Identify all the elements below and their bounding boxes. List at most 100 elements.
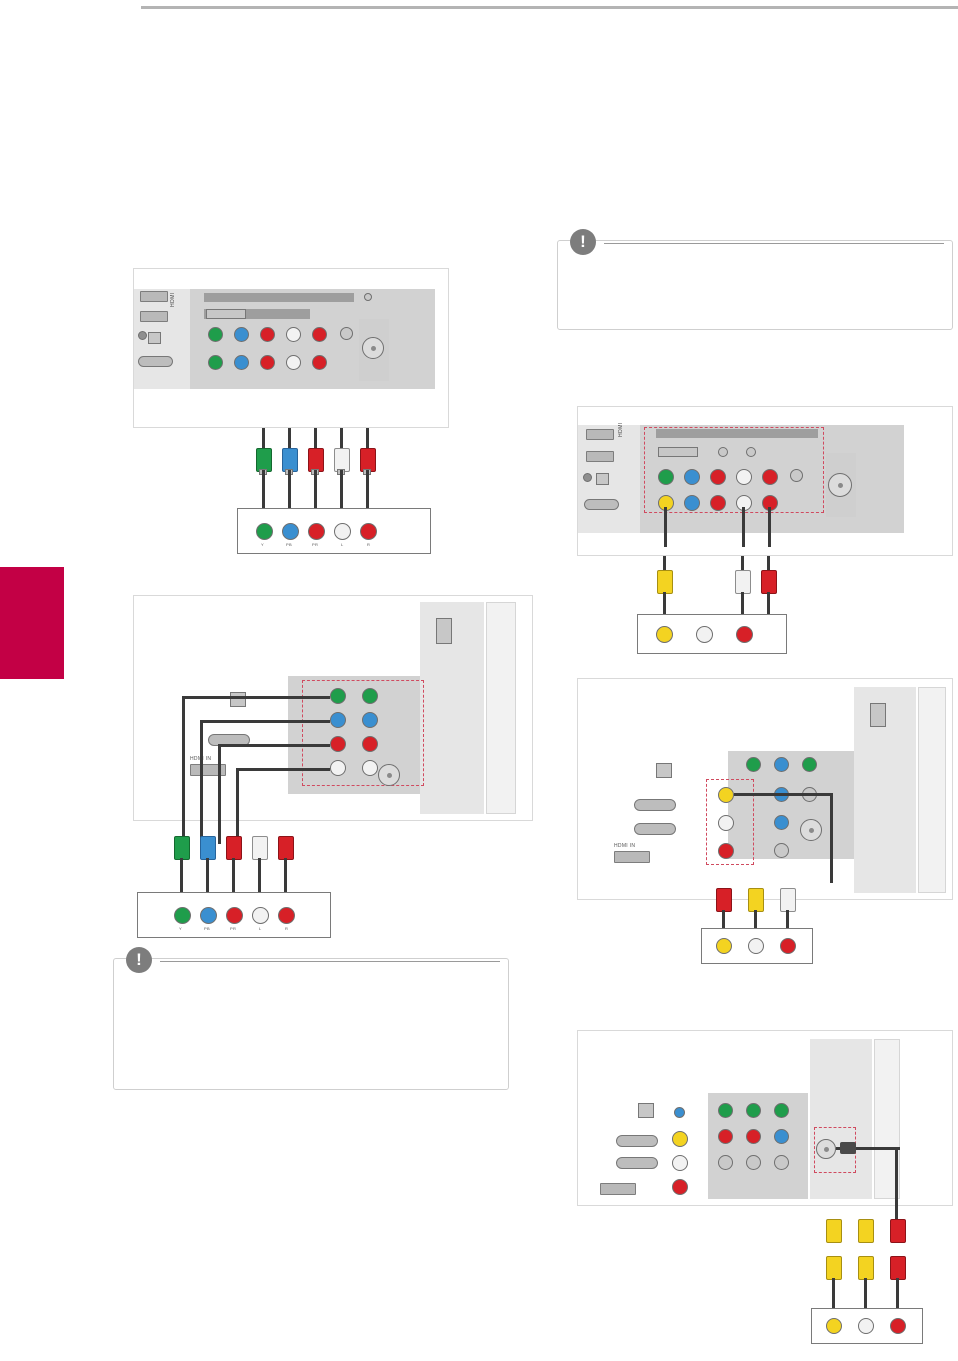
note-bullet-icon: ! [126,947,152,973]
side2-hdmi-label: HDMI IN [614,843,636,849]
hdmi-port-1 [140,291,168,302]
component-pr-port [260,327,275,342]
av5-grey-port [718,1155,733,1170]
av-red-port-3 [710,495,726,511]
device2-r-label: R [285,926,289,931]
av-blue-port-2 [684,495,700,511]
diagram-av-minijack-panel [577,1030,953,1206]
device2-pb-port [200,907,217,924]
note-bullet-icon-2: ! [570,229,596,255]
side-pb-port-2 [362,712,378,728]
av5-green-port-3 [774,1103,789,1118]
rgb-audio-port-2 [718,447,728,457]
component-highlight [302,680,424,786]
avin-highlight [644,427,824,513]
av5-l-port [672,1155,688,1171]
note-left-bottom: ! [113,947,509,1090]
av5-blue-port-2 [774,1129,789,1144]
av-aux-port [790,469,803,482]
side-l-port [330,760,346,776]
device3-video-port [656,626,673,643]
side-pb-port [330,712,346,728]
device-pb-port [282,523,299,540]
av-red-port-2 [762,469,778,485]
audio-l-port [286,327,301,342]
chapter-side-tab [0,567,64,679]
device3-r-port [736,626,753,643]
device-r-port [360,523,377,540]
headphone-port [138,331,147,340]
note-right-top: ! [557,229,953,330]
av-white-port [736,469,752,485]
device2-y-port [174,907,191,924]
header-rule [141,6,958,9]
device4-video-port [716,938,732,954]
device3-l-port [696,626,713,643]
component-y-port [208,327,223,342]
rgb-in-port [206,309,246,319]
av5-green-port-2 [746,1103,761,1118]
device2-r-port [278,907,295,924]
device-pr-label: PR [312,542,319,547]
side-y-port [330,688,346,704]
device4-l-port [748,938,764,954]
rs232c-port [138,356,173,367]
rgb-audio-port [364,293,372,301]
side-hdmi-port [190,764,226,776]
device5-video-port [826,1318,842,1334]
device2-y-label: Y [179,926,182,931]
optical-audio-port-2 [596,473,609,485]
device-l-label: L [341,542,344,547]
external-device-composite-side [701,928,813,964]
rgb-in-port-2 [658,447,698,457]
side2-grey-port [774,843,789,858]
side-optical-port [230,692,246,707]
device2-l-port [252,907,269,924]
device2-l-label: L [259,926,262,931]
av-blue-port [684,469,700,485]
av5-rgb-port [616,1135,658,1147]
device5-r-port [890,1318,906,1334]
usb-port [436,618,452,644]
device-r-label: R [367,542,371,547]
external-device-av-minijack [811,1308,923,1344]
device5-l-port [858,1318,874,1334]
av5-grey-port-2 [746,1155,761,1170]
side-antenna-port [378,764,400,786]
diagram-component-rear-panel: HDMI [133,268,449,428]
device4-r-port [780,938,796,954]
rgb-audio-port-3 [746,447,756,457]
device-pb-label: PB [286,542,292,547]
av5-r-port [672,1179,688,1195]
side-l-port-2 [362,760,378,776]
optical-audio-port [148,332,161,344]
component-pb-port-2 [234,355,249,370]
av5-video-port [672,1131,688,1147]
device2-pr-label: PR [230,926,237,931]
av5-rgb-port-2 [616,1157,658,1169]
hdmi-port-4 [586,451,614,462]
side2-green-port [746,757,761,772]
diagram-component-side-panel: HDMI IN [133,595,533,844]
hdmi-label: HDMI [170,292,176,307]
side2-green-port-2 [802,757,817,772]
side2-hdmi-port [614,851,650,863]
av5-hdmi-port [600,1183,636,1195]
side2-rgb-port-2 [634,823,676,835]
diagram-composite-rear-panel: HDMI [577,406,953,556]
component-y-port-2 [208,355,223,370]
hdmi-port-3 [586,429,614,440]
headphone-port-2 [583,473,592,482]
device-l-port [334,523,351,540]
av5-antenna-port [816,1139,836,1159]
side-y-port-2 [362,688,378,704]
av-green-port [658,469,674,485]
side2-optical-port [656,763,672,778]
avin-highlight-2 [706,779,754,865]
audio-r-port-2 [312,355,327,370]
side-pr-port-2 [362,736,378,752]
usb-port-2 [870,703,886,727]
av5-grey-port-3 [774,1155,789,1170]
aux-port-1 [340,327,353,340]
